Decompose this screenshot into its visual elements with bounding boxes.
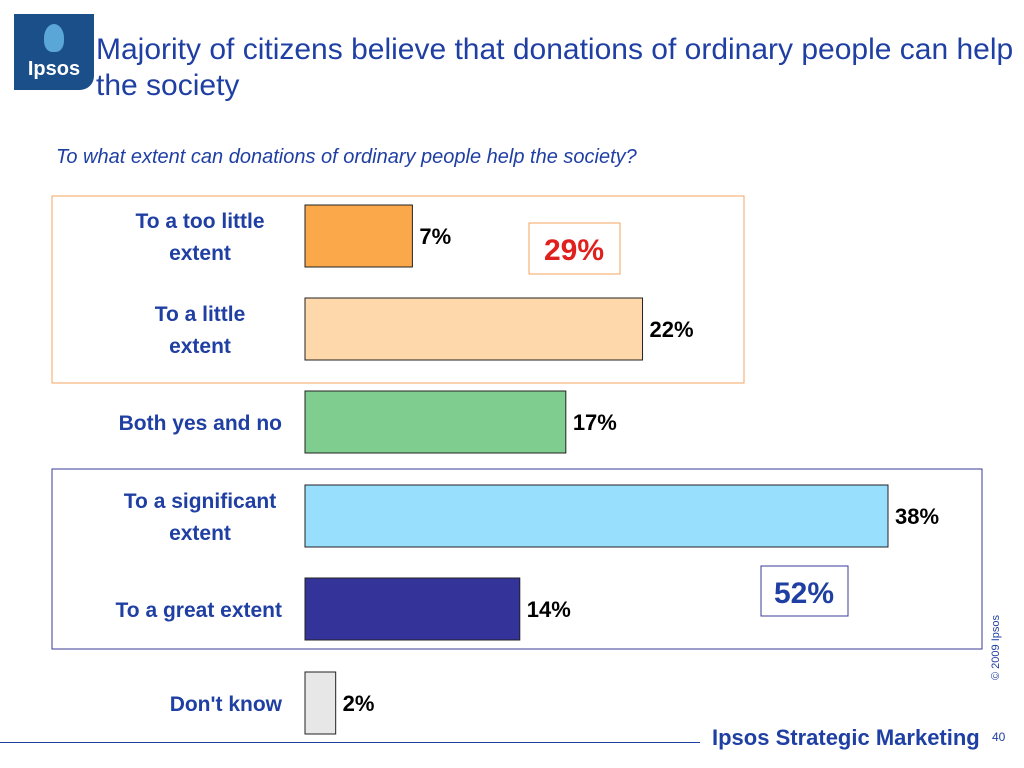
group-total-label: 52% [774, 577, 834, 610]
footer-divider [0, 742, 700, 743]
data-label: 2% [343, 691, 375, 716]
category-label: To a significant extent [124, 490, 276, 545]
page-number: 40 [992, 730, 1006, 744]
category-label: Don't know [170, 693, 283, 716]
ipsos-logo: Ipsos [14, 14, 94, 90]
data-label: 14% [527, 597, 571, 622]
category-label: To a too little extent [135, 210, 264, 265]
group-total-box [528, 222, 621, 275]
data-label: 17% [573, 410, 617, 435]
group-total-box [760, 565, 849, 617]
logo-head-icon [44, 24, 64, 52]
page-title: Majority of citizens believe that donati… [96, 33, 1014, 102]
data-label: 7% [419, 224, 451, 249]
group-box-negative [51, 195, 745, 384]
category-label: To a little extent [155, 303, 246, 358]
bar [304, 484, 889, 548]
category-label: To a great extent [116, 599, 282, 622]
brand-text: Ipsos Strategic Marketing [712, 725, 980, 750]
data-label: 38% [895, 504, 939, 529]
bar [304, 297, 644, 361]
bar [304, 390, 567, 454]
group-box-positive [51, 468, 983, 650]
logo-text: Ipsos [27, 58, 81, 80]
copyright-text: © 2009 Ipsos [990, 615, 1002, 680]
bar [304, 204, 413, 268]
category-label: Both yes and no [119, 412, 282, 435]
data-label: 22% [650, 317, 694, 342]
chart-subtitle: To what extent can donations of ordinary… [56, 146, 637, 168]
bar [304, 577, 521, 641]
group-total-label: 29% [544, 234, 604, 267]
bar [304, 671, 337, 735]
